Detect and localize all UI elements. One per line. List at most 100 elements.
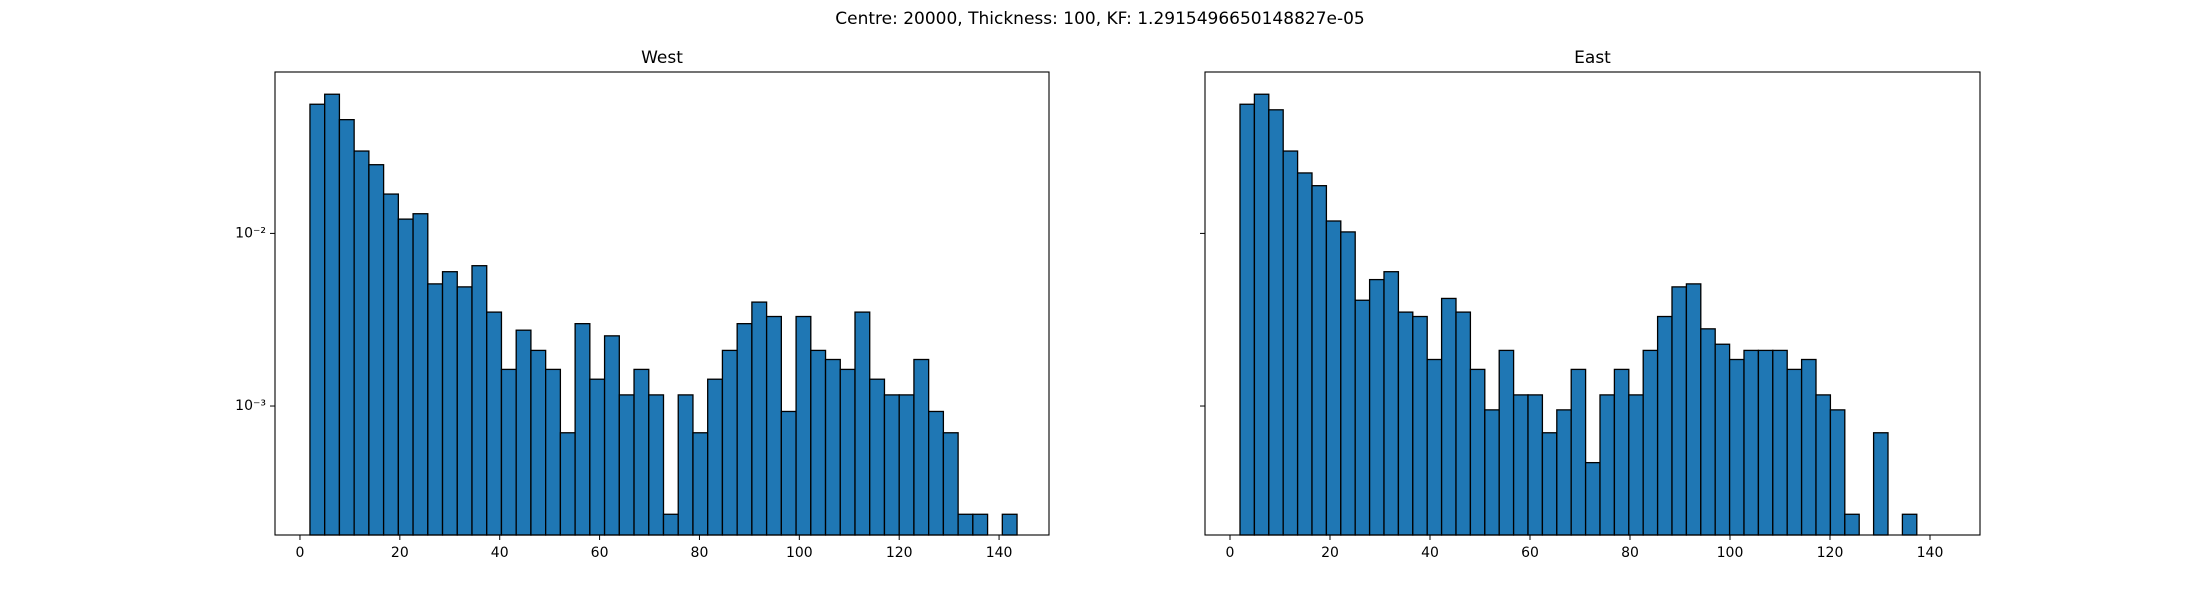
bar (1714, 343, 1731, 536)
bar (662, 513, 679, 536)
bar (765, 315, 782, 536)
bar (1527, 394, 1544, 536)
bar (1412, 315, 1428, 536)
bar (1354, 299, 1371, 536)
bar (1426, 358, 1443, 536)
bar (1685, 283, 1702, 536)
bar (338, 119, 355, 536)
bar (1512, 394, 1529, 536)
bar (1368, 278, 1385, 536)
x-tick-label: 60 (1521, 545, 1539, 561)
bar (677, 394, 694, 536)
bar (382, 193, 399, 536)
x-tick-label: 40 (491, 545, 509, 561)
bar (1340, 231, 1356, 536)
bar (1268, 109, 1284, 536)
x-tick-label: 120 (1817, 545, 1844, 561)
bar (1541, 432, 1558, 536)
bar (1440, 297, 1457, 536)
bar (1599, 394, 1616, 536)
bar (1757, 349, 1774, 536)
bar (1772, 349, 1788, 536)
bar (883, 394, 900, 536)
bar (1728, 358, 1745, 536)
bar (397, 218, 414, 536)
bar (1901, 513, 1918, 536)
x-tick-label: 0 (296, 545, 305, 561)
x-tick-label: 80 (1621, 545, 1639, 561)
bar (913, 358, 930, 536)
bar (972, 513, 989, 536)
bar (1743, 349, 1760, 536)
x-tick-label: 20 (391, 545, 409, 561)
bar (1239, 103, 1256, 536)
bar (545, 368, 562, 536)
bar (1844, 513, 1860, 536)
bar (456, 286, 473, 536)
x-tick-label: 140 (1917, 545, 1944, 561)
bar (1872, 432, 1889, 536)
bar (486, 311, 503, 536)
bar (412, 213, 429, 536)
bar (1584, 461, 1601, 536)
bar (603, 335, 620, 536)
bar (1786, 368, 1803, 536)
bar (368, 164, 385, 536)
subplot-title: West (641, 48, 683, 68)
bar (1498, 349, 1515, 536)
x-tick-label: 20 (1321, 545, 1339, 561)
bar (1556, 409, 1572, 536)
bar (1001, 513, 1018, 536)
axes-frame (274, 71, 1050, 536)
bar (736, 323, 753, 536)
bar (618, 394, 635, 536)
bar (324, 93, 341, 536)
bar (633, 368, 650, 536)
bar (942, 432, 959, 536)
bar (957, 513, 974, 536)
bar (427, 283, 444, 536)
bar (795, 315, 812, 536)
x-tick-label: 80 (691, 545, 709, 561)
bar (648, 394, 665, 536)
bar (1671, 286, 1688, 536)
x-tick-label: 100 (786, 545, 813, 561)
bar (1484, 409, 1500, 536)
bar (1613, 368, 1630, 536)
bar (1800, 358, 1817, 536)
bar (1656, 315, 1673, 536)
x-tick-label: 140 (986, 545, 1013, 561)
bar (353, 150, 370, 536)
bar (441, 271, 458, 536)
figure-title: Centre: 20000, Thickness: 100, KF: 1.291… (835, 9, 1365, 29)
bar (471, 265, 488, 536)
bar (824, 358, 841, 536)
bar (1282, 150, 1299, 536)
bar (839, 368, 856, 536)
bar (692, 432, 709, 536)
bar (559, 432, 576, 536)
bar (1469, 368, 1486, 536)
x-tick-label: 120 (886, 545, 913, 561)
bar (1383, 271, 1400, 536)
bar (1296, 172, 1313, 536)
bar (1455, 311, 1472, 536)
bar (780, 410, 797, 536)
bar (1815, 394, 1832, 536)
bar (530, 349, 547, 536)
axes-frame (1204, 71, 1981, 536)
bar (515, 329, 532, 536)
bar (721, 349, 738, 536)
y-tick-label: 10⁻³ (235, 398, 266, 414)
bar (707, 378, 724, 536)
bar (1253, 93, 1270, 536)
bar (574, 323, 591, 536)
bar (1311, 185, 1328, 536)
bar (1325, 220, 1342, 536)
bar (898, 394, 915, 536)
x-tick-label: 0 (1226, 545, 1235, 561)
bar (869, 378, 886, 536)
x-tick-label: 40 (1421, 545, 1439, 561)
bar (1642, 349, 1659, 536)
